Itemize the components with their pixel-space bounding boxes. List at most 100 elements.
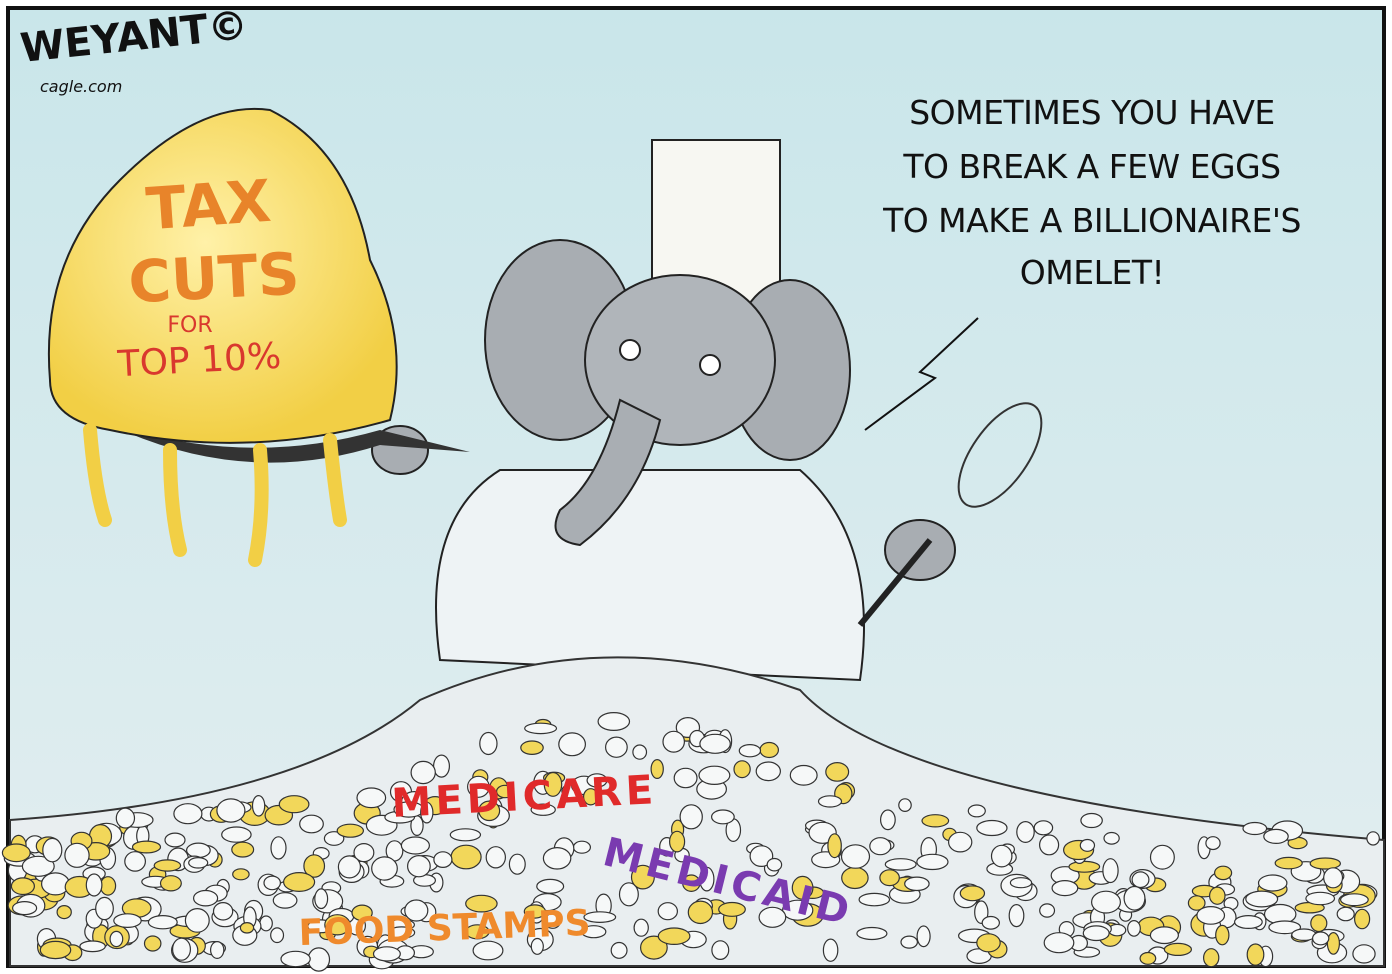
egg-shell [323, 831, 345, 846]
egg-shell [1149, 926, 1180, 945]
egg-shell [400, 836, 430, 855]
egg-shell [337, 855, 361, 879]
egg-shell [1233, 914, 1263, 929]
egg-shell [858, 892, 891, 907]
egg-shell [597, 711, 631, 731]
egg-shell [749, 845, 774, 867]
egg-shell [1213, 865, 1233, 881]
egg-shell [131, 840, 162, 854]
egg-shell [524, 722, 558, 735]
egg-shell [1033, 820, 1054, 836]
egg-shell [755, 761, 782, 782]
egg-shell [372, 946, 401, 962]
egg-shell [630, 864, 655, 890]
egg-shell [733, 760, 751, 779]
egg-shell [530, 937, 544, 955]
egg-shell [520, 740, 544, 755]
egg-shell [1039, 903, 1056, 918]
egg-shell [251, 794, 266, 817]
egg-shell [758, 906, 787, 928]
egg-shell [840, 844, 871, 869]
egg-shell [711, 809, 735, 825]
egg-shell [407, 855, 431, 878]
egg-shell [711, 940, 730, 960]
egg-shell [314, 888, 329, 910]
egg-pile [1, 656, 1385, 972]
omelet-text: CUTS [127, 240, 301, 317]
egg-shell [39, 940, 72, 960]
speech-line: TO BREAK A FEW EGGS [902, 147, 1280, 186]
whisk-handle [857, 538, 933, 627]
egg-shell [976, 933, 1001, 953]
egg-shell [536, 878, 565, 894]
egg-shell [278, 795, 310, 814]
egg-shell [1339, 893, 1369, 907]
egg-shell [1305, 891, 1336, 906]
egg-shell [610, 941, 628, 959]
egg-shell [56, 904, 72, 920]
egg-shell [1202, 948, 1220, 968]
egg-shell [1079, 838, 1096, 852]
egg-shell [898, 798, 912, 812]
egg-shell [270, 927, 285, 944]
egg-shell [124, 851, 147, 872]
egg-shell [212, 901, 234, 921]
egg-shell [900, 935, 918, 949]
egg-shell [371, 856, 398, 881]
egg-shell [544, 912, 562, 929]
egg-shell [1043, 932, 1075, 954]
egg-shell [523, 904, 547, 919]
egg-shell [1090, 890, 1121, 914]
egg-shell [12, 900, 38, 916]
egg-shell [64, 842, 90, 868]
egg-shell [1163, 942, 1193, 957]
egg-shell [1326, 932, 1341, 955]
egg-shell [1187, 895, 1206, 911]
egg-shell [827, 833, 842, 859]
egg-shell [699, 733, 731, 754]
egg-shell [485, 846, 506, 869]
egg-shell [109, 930, 124, 948]
egg-shell [1131, 871, 1150, 889]
whisk [957, 402, 1043, 508]
egg-shell [95, 896, 114, 921]
elephant [371, 139, 1043, 682]
egg-shell [880, 809, 896, 831]
egg-shell [1103, 831, 1120, 845]
egg-shell [1336, 906, 1355, 922]
egg-shell [1366, 831, 1380, 846]
egg-shell [759, 741, 779, 759]
egg-shell [789, 764, 818, 786]
egg-shell [172, 937, 192, 961]
egg-shell [324, 914, 351, 936]
egg-shell [79, 940, 106, 953]
egg-shell [967, 804, 986, 818]
egg-shell [1310, 914, 1328, 933]
egg-shell [449, 828, 482, 842]
egg-shell [388, 926, 416, 939]
egg-shell [841, 866, 869, 890]
omelet [47, 107, 398, 444]
egg-shell [1353, 908, 1371, 930]
speech-tail [864, 317, 979, 431]
egg-shell [1257, 874, 1288, 892]
egg-shell [263, 875, 281, 891]
omelet-text: FOR [167, 313, 212, 338]
egg-shell [479, 731, 498, 756]
egg-shell [465, 924, 490, 940]
egg-shell [921, 814, 950, 828]
egg-shell [825, 762, 850, 782]
egg-shell [353, 842, 375, 863]
egg-shell [1263, 828, 1289, 845]
egg-shell [283, 871, 316, 892]
egg-shell [272, 892, 298, 909]
egg-shell [879, 869, 900, 887]
egg-shell [542, 846, 572, 870]
egg-shell [959, 885, 986, 902]
egg-shell [299, 814, 324, 834]
egg-shell [496, 784, 515, 799]
egg-shell [1139, 951, 1157, 965]
egg-shell [583, 911, 617, 923]
egg-shell [1009, 877, 1033, 889]
